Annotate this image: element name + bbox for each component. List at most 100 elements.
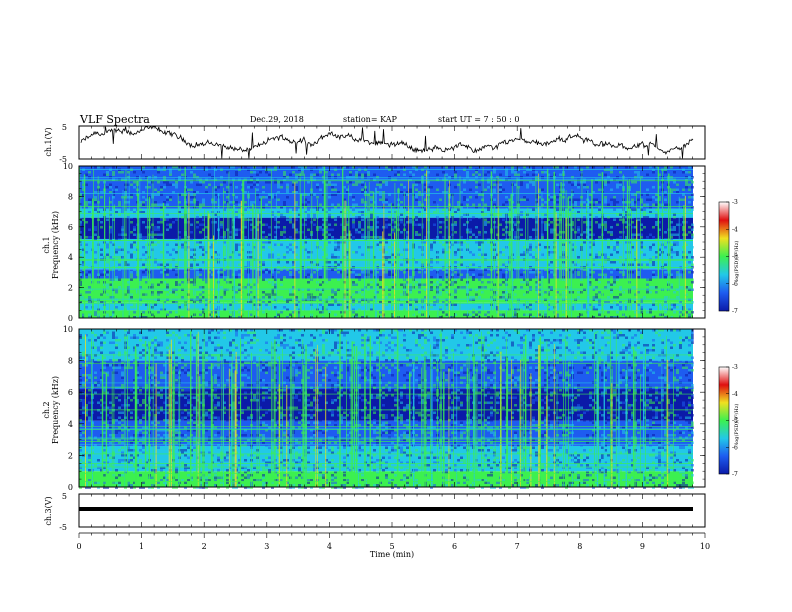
ch1-spec-cell xyxy=(292,166,295,169)
ch1-spec-cell xyxy=(133,206,136,209)
ch1-spec-cell xyxy=(349,193,352,196)
ch1-spec-cell xyxy=(253,313,256,316)
ch1-spec-cell xyxy=(598,273,601,276)
ch1-spec-cell xyxy=(109,168,112,171)
ch1-spec-cell xyxy=(664,246,667,249)
ch1-spec-cell xyxy=(583,186,586,189)
ch1-spec-cell xyxy=(409,168,412,171)
ch1-spec-cell xyxy=(454,251,457,254)
ch1-spec-cell xyxy=(481,241,484,244)
ch1-spec-cell xyxy=(574,193,577,196)
ch1-spec-cell xyxy=(154,221,157,224)
ch1-spec-cell xyxy=(637,286,640,289)
ch1-spec-cell xyxy=(85,236,88,239)
ch1-spec-cell xyxy=(496,306,499,309)
ch1-spec-cell xyxy=(142,271,145,274)
ch1-spec-cell xyxy=(442,191,445,194)
ch1-spec-cell xyxy=(163,271,166,274)
ch1-spec-cell xyxy=(319,226,322,229)
ch1-spec-cell xyxy=(157,191,160,194)
ch1-spec-cell xyxy=(340,223,343,226)
ch1-spec-cell xyxy=(292,238,295,241)
ch1-spec-cell xyxy=(577,236,580,239)
ch1-spec-cell xyxy=(664,296,667,299)
ch1-spec-cell xyxy=(430,226,433,229)
ch1-spec-cell xyxy=(499,223,502,226)
ch1-spec-cell xyxy=(79,273,82,276)
ch1-spec-cell xyxy=(409,171,412,174)
ch1-spec-cell xyxy=(457,208,460,211)
ch1-spec-cell xyxy=(460,253,463,256)
ch1-spec-cell xyxy=(388,256,391,259)
ch1-spec-cell xyxy=(631,271,634,274)
ch1-spec-cell xyxy=(331,288,334,291)
ch1-spec-cell xyxy=(109,231,112,234)
ch1-spec-cell xyxy=(502,316,505,319)
ch1-spec-cell xyxy=(145,268,148,271)
ch1-spec-cell xyxy=(295,228,298,231)
ch1-spec-cell xyxy=(610,231,613,234)
ch1-spec-cell xyxy=(604,268,607,271)
ch1-spec-cell xyxy=(346,181,349,184)
ch1-spec-cell xyxy=(436,261,439,264)
ch1-spec-cell xyxy=(532,166,535,169)
ch1-spec-cell xyxy=(121,303,124,306)
ch1-spec-cell xyxy=(634,301,637,304)
ch1-spec-cell xyxy=(301,223,304,226)
ch1-spec-cell xyxy=(109,268,112,271)
ch1-spec-cell xyxy=(277,213,280,216)
ch1-spec-cell xyxy=(439,276,442,279)
ch1-spec-cell xyxy=(199,313,202,316)
ch1-spec-cell xyxy=(124,313,127,316)
ch1-spec-cell xyxy=(631,296,634,299)
ch1-spec-cell xyxy=(409,311,412,314)
ch1-spec-cell xyxy=(100,186,103,189)
ch1-spec-cell xyxy=(304,288,307,291)
ch1-spec-cell xyxy=(418,281,421,284)
ch1-spec-cell xyxy=(112,276,115,279)
ch1-spec-cell xyxy=(130,278,133,281)
ch1-spec-cell xyxy=(409,221,412,224)
ch1-spec-cell xyxy=(250,313,253,316)
ch1-spec-cell xyxy=(370,188,373,191)
ch1-spec-cell xyxy=(118,168,121,171)
ch1-spec-cell xyxy=(664,256,667,259)
ch1-spec-cell xyxy=(520,211,523,214)
ch1-spec-cell xyxy=(646,278,649,281)
ch1-spec-cell xyxy=(442,248,445,251)
ch1-spec-cell xyxy=(616,233,619,236)
ch1-spec-cell xyxy=(658,256,661,259)
ch1-spec-cell xyxy=(571,198,574,201)
ch1-spec-cell xyxy=(430,286,433,289)
ch1-spec-cell xyxy=(214,168,217,171)
ch1-spec-cell xyxy=(124,286,127,289)
ch1-spec-cell xyxy=(481,253,484,256)
ch1-spec-cell xyxy=(181,316,184,319)
ch1-spec-cell xyxy=(400,298,403,301)
ch1-spec-cell xyxy=(640,246,643,249)
ch1-spec-cell xyxy=(154,188,157,191)
ch1-spec-cell xyxy=(325,211,328,214)
ch1-spec-cell xyxy=(361,213,364,216)
ch1-spec-cell xyxy=(325,238,328,241)
ch1-spec-cell xyxy=(85,173,88,176)
ch1-spec-cell xyxy=(574,268,577,271)
ch1-spec-cell xyxy=(535,188,538,191)
ch1-spec-cell xyxy=(301,303,304,306)
ch1-spec-cell xyxy=(259,196,262,199)
ch1-spec-cell xyxy=(631,193,634,196)
ch1-spec-cell xyxy=(685,221,688,224)
ch1-spec-cell xyxy=(454,171,457,174)
ch1-spec-cell xyxy=(268,281,271,284)
ch1-spec-cell xyxy=(343,241,346,244)
ch1-spec-cell xyxy=(604,201,607,204)
ch1-spec-cell xyxy=(334,168,337,171)
ch1-spec-cell xyxy=(487,316,490,319)
ch1-spec-cell xyxy=(556,313,559,316)
ch1-spec-cell xyxy=(274,278,277,281)
ch1-spec-cell xyxy=(442,208,445,211)
ch1-spec-cell xyxy=(598,223,601,226)
ch1-spec-cell xyxy=(214,221,217,224)
ch1-spec-cell xyxy=(382,288,385,291)
ch1-spec-cell xyxy=(250,218,253,221)
